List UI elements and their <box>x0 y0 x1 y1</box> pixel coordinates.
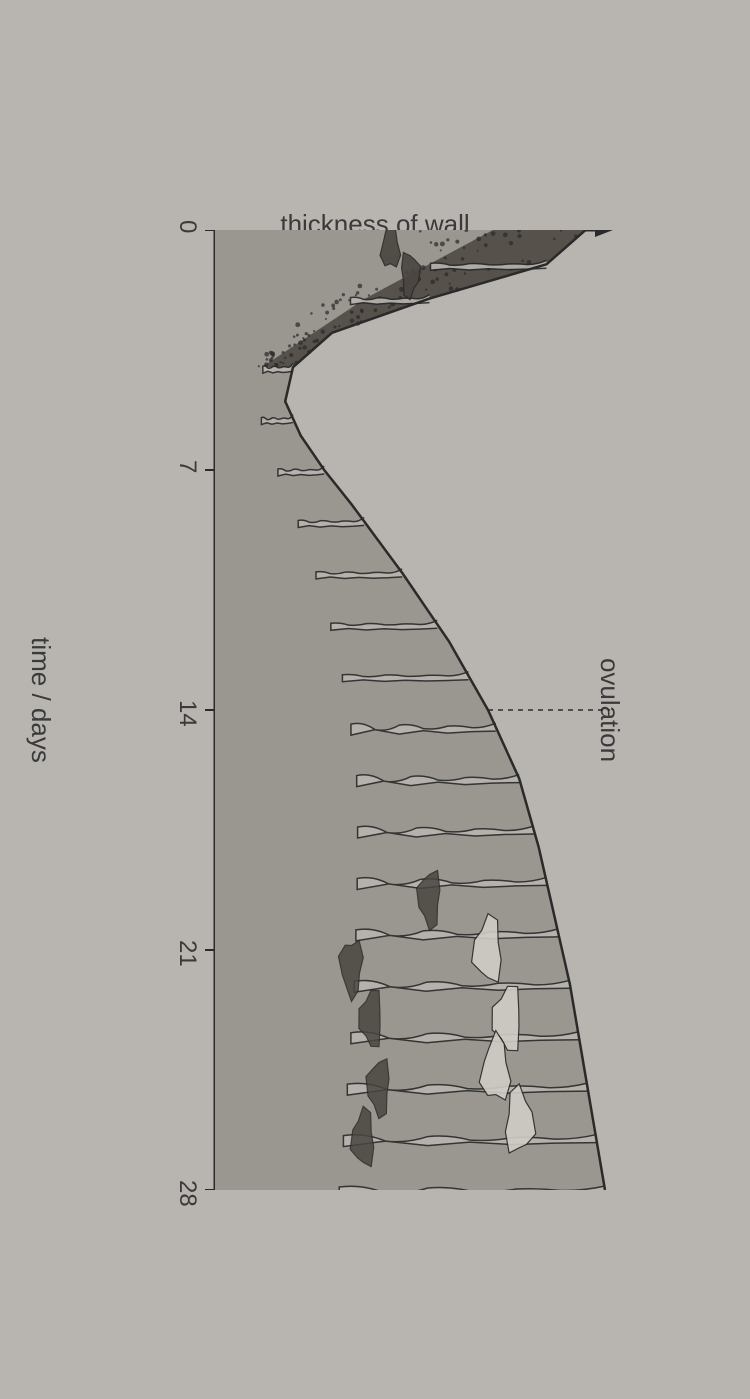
x-tick-7: 7 <box>173 460 201 473</box>
x-axis-label: time / days <box>25 637 56 763</box>
chart-area: thickness of wall time / days ovulation … <box>75 150 675 1250</box>
menstrual-cycle-diagram: thickness of wall time / days ovulation … <box>75 150 675 1250</box>
x-tick-0: 0 <box>173 220 201 233</box>
thickness-plot <box>175 230 615 1190</box>
x-tick-21: 21 <box>173 940 201 967</box>
x-tick-28: 28 <box>173 1180 201 1207</box>
x-tick-14: 14 <box>173 700 201 727</box>
